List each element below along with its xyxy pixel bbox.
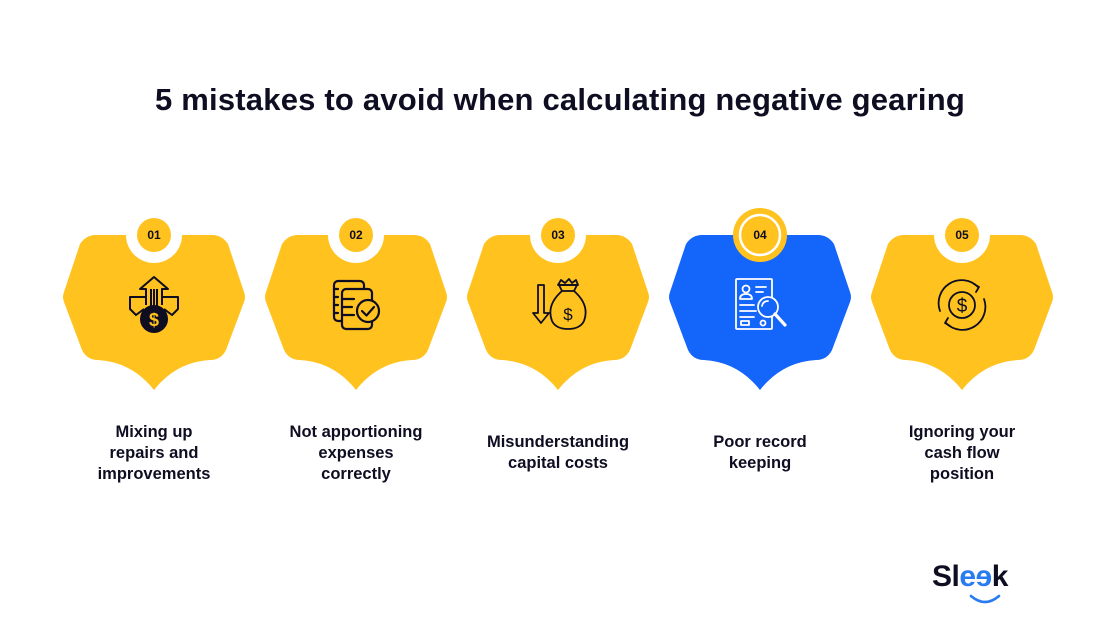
step-01: 01 $ Mixing up repairs and improvements xyxy=(54,200,254,500)
step-number-badge: 02 xyxy=(349,228,363,242)
step-label: Ignoring your cash flow position xyxy=(908,423,1016,483)
sleek-logo: Sleek xyxy=(932,560,1042,608)
step-label: Poor record keeping xyxy=(713,433,807,472)
hexagon-shape xyxy=(871,207,1053,390)
svg-text:$: $ xyxy=(957,296,968,317)
step-label: Mixing up repairs and improvements xyxy=(97,423,211,483)
money-bag-down-arrow-icon: $ xyxy=(532,278,587,330)
step-number-badge: 04 xyxy=(753,228,767,242)
svg-text:$: $ xyxy=(563,305,573,324)
svg-text:$: $ xyxy=(149,310,159,330)
hexagon-shape xyxy=(467,207,649,390)
document-magnifier-icon xyxy=(735,278,787,330)
step-02: 02 Not apportioning expenses correctly xyxy=(256,200,456,500)
smile-icon xyxy=(969,594,1001,604)
step-number-badge: 03 xyxy=(551,228,565,242)
step-04-active: 04 Poor record keeping xyxy=(660,200,860,500)
documents-check-icon xyxy=(332,279,381,331)
step-03: 03 $ Misunderstanding capital costs xyxy=(458,200,658,500)
dollar-cycle-icon: $ xyxy=(937,279,987,331)
page-title: 5 mistakes to avoid when calculating neg… xyxy=(155,82,965,117)
step-number-badge: 01 xyxy=(147,228,161,242)
step-number-badge: 05 xyxy=(955,228,969,242)
logo-wordmark: Sleek xyxy=(932,560,1008,593)
step-label: Misunderstanding capital costs xyxy=(486,433,630,472)
step-label: Not apportioning expenses correctly xyxy=(289,423,423,483)
dollar-arrows-up-out-icon: $ xyxy=(129,276,179,333)
step-05: 05 $ Ignoring your cash flow position xyxy=(862,200,1062,500)
